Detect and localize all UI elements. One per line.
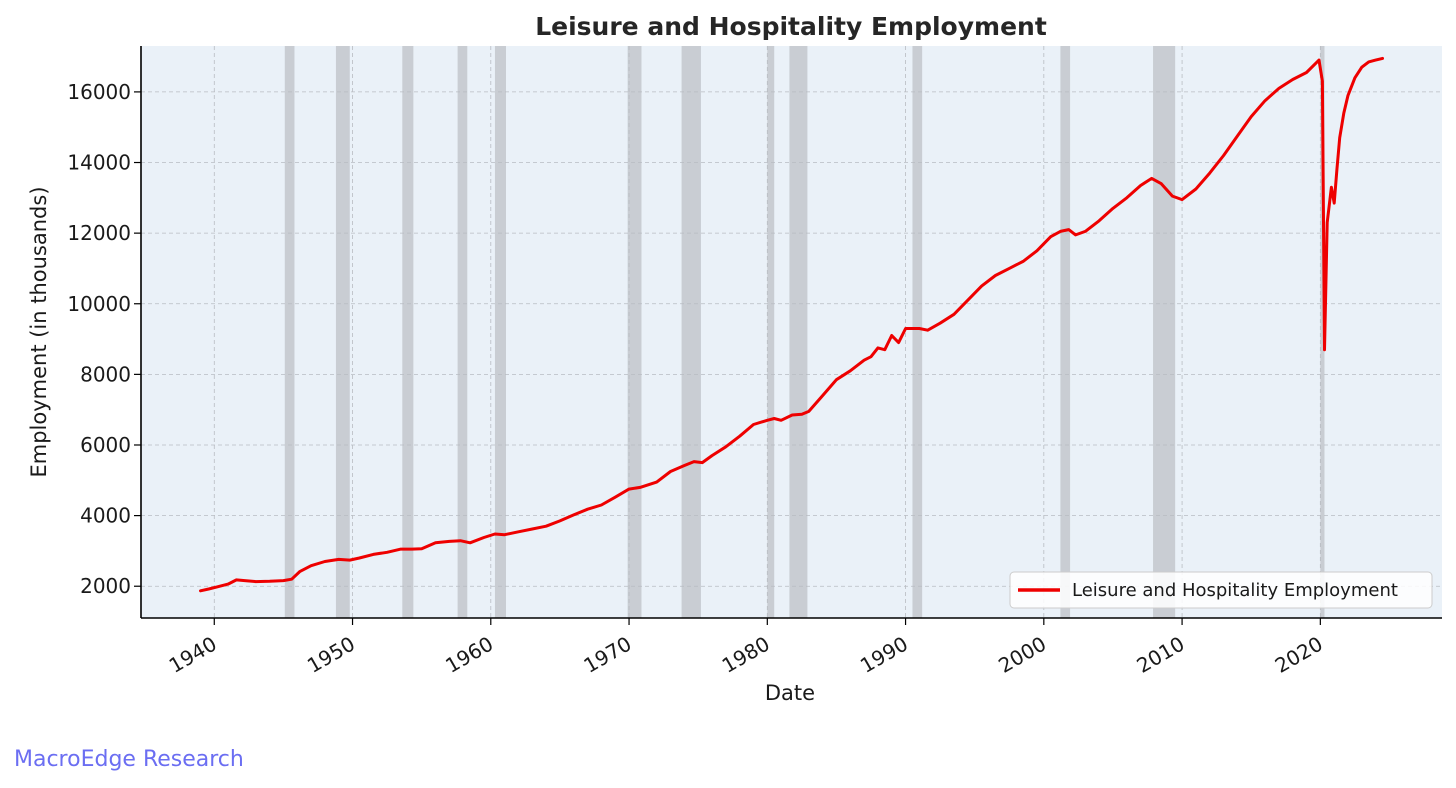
recession-band — [494, 46, 506, 618]
x-tick-label: 2020 — [1271, 632, 1327, 678]
y-tick-label: 4000 — [80, 504, 131, 528]
x-tick-label: 1970 — [579, 632, 635, 678]
recession-band — [335, 46, 350, 618]
recession-band — [402, 46, 414, 618]
recession-band — [284, 46, 295, 618]
x-axis-ticks: 1940 1950 1960 1970 1980 1990 2000 2010 2020 — [165, 618, 1327, 678]
legend: Leisure and Hospitality Employment — [1009, 571, 1433, 609]
recession-band — [681, 46, 701, 618]
y-tick-label: 10000 — [67, 292, 131, 316]
y-axis-ticks: 2000 4000 6000 8000 10000 12000 14000 16000 — [67, 80, 141, 598]
y-tick-label: 12000 — [67, 221, 131, 245]
x-tick-label: 2000 — [994, 632, 1050, 678]
x-tick-label: 1990 — [856, 632, 912, 678]
legend-box — [1009, 571, 1433, 609]
recession-shading — [284, 46, 1325, 618]
y-tick-label: 16000 — [67, 80, 131, 104]
legend-label: Leisure and Hospitality Employment — [1072, 580, 1398, 601]
watermark: MacroEdge Research — [14, 747, 244, 772]
x-tick-label: 1940 — [165, 632, 221, 678]
grid-lines — [141, 46, 1442, 618]
x-axis-label: Date — [765, 681, 815, 705]
y-tick-label: 8000 — [80, 362, 131, 386]
axes — [140, 46, 1442, 619]
recession-band — [767, 46, 775, 618]
recession-band — [1153, 46, 1176, 618]
recession-band — [1320, 46, 1325, 618]
recession-band — [912, 46, 923, 618]
y-axis-label: Employment (in thousands) — [27, 186, 51, 477]
series-line — [199, 56, 1384, 593]
recession-band — [627, 46, 642, 618]
x-tick-label: 2010 — [1132, 632, 1188, 678]
x-tick-label: 1980 — [718, 632, 774, 678]
x-tick-label: 1960 — [441, 632, 497, 678]
recession-band — [1060, 46, 1071, 618]
line-series — [199, 56, 1384, 593]
chart-title: Leisure and Hospitality Employment — [535, 12, 1047, 41]
x-tick-label: 1950 — [303, 632, 359, 678]
y-tick-label: 2000 — [80, 574, 131, 598]
recession-band — [457, 46, 468, 618]
y-tick-label: 14000 — [67, 151, 131, 175]
y-tick-label: 6000 — [80, 433, 131, 457]
recession-band — [789, 46, 808, 618]
